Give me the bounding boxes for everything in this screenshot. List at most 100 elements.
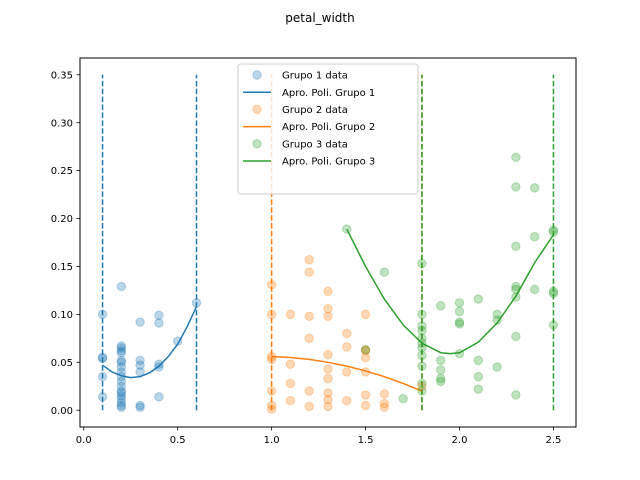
data-point — [417, 338, 427, 348]
data-point — [323, 401, 333, 412]
legend-label: Grupo 3 data — [282, 139, 348, 150]
y-tick-label: 0.05 — [51, 358, 73, 369]
data-point — [529, 284, 540, 295]
data-point — [360, 390, 371, 400]
data-point — [473, 294, 484, 304]
data-point — [97, 392, 108, 402]
data-point — [511, 331, 521, 342]
y-tick-label: 0.10 — [51, 310, 73, 321]
data-point — [492, 309, 502, 320]
data-point — [492, 315, 502, 325]
data-point — [436, 355, 446, 366]
data-point — [135, 402, 145, 413]
data-point — [323, 286, 333, 297]
data-point — [529, 183, 540, 193]
data-point — [266, 386, 277, 396]
data-point — [360, 346, 371, 356]
chart-title: petal_width — [285, 11, 354, 25]
data-point — [454, 348, 465, 359]
data-point — [379, 398, 390, 409]
legend-marker — [252, 104, 262, 115]
data-point — [379, 267, 390, 277]
data-point — [454, 319, 465, 329]
data-point — [116, 402, 127, 413]
data-point — [304, 386, 314, 396]
y-tick-label: 0.20 — [51, 214, 73, 225]
data-point — [360, 309, 371, 320]
y-tick-label: 0.35 — [51, 70, 73, 81]
data-point — [97, 371, 108, 382]
fit-curve — [346, 228, 555, 355]
plot-frame — [79, 57, 577, 428]
data-point — [304, 401, 314, 412]
data-point — [266, 404, 277, 414]
data-point — [135, 317, 145, 327]
data-point — [154, 318, 164, 328]
data-point — [116, 386, 127, 396]
data-point — [116, 281, 127, 292]
data-point — [97, 352, 108, 363]
data-point — [417, 258, 427, 269]
data-point — [417, 361, 427, 371]
data-point — [116, 388, 127, 398]
data-point — [116, 362, 127, 372]
data-point — [548, 288, 559, 298]
y-tick-label: 0.30 — [51, 118, 73, 129]
data-point — [323, 349, 333, 360]
data-point — [285, 378, 296, 389]
x-axis: 0.0 0.5 1.0 1.5 2.0 2.5 — [76, 427, 562, 446]
data-point — [116, 397, 127, 408]
data-point — [323, 311, 333, 321]
data-point — [154, 359, 164, 369]
data-point — [266, 351, 277, 362]
legend-label: Grupo 1 data — [282, 71, 348, 82]
data-point — [360, 400, 371, 411]
data-point — [323, 388, 333, 398]
data-point — [116, 357, 127, 368]
data-point — [97, 309, 108, 320]
data-point — [116, 381, 127, 391]
legend-label: Apro. Poli. Grupo 3 — [282, 157, 375, 168]
data-point — [304, 333, 314, 344]
data-point — [548, 286, 559, 297]
data-point — [116, 367, 127, 377]
legend-marker — [252, 70, 262, 80]
data-point — [97, 353, 108, 364]
x-tick-label: 0.0 — [76, 435, 92, 446]
data-point — [323, 394, 333, 405]
data-point — [116, 394, 127, 404]
data-point — [379, 402, 390, 413]
legend-marker — [252, 139, 262, 149]
data-point — [511, 281, 521, 292]
data-point — [342, 367, 352, 377]
legend-box — [237, 63, 419, 195]
data-point — [285, 309, 296, 320]
y-axis: 0.00 0.05 0.10 0.15 0.20 0.25 0.30 0.35 — [51, 70, 80, 417]
x-tick-label: 2.0 — [452, 435, 468, 446]
x-tick-label: 2.5 — [546, 435, 562, 446]
data-point — [360, 345, 371, 355]
data-point — [266, 400, 277, 411]
data-point — [172, 336, 183, 346]
data-point — [398, 394, 408, 404]
data-point — [473, 355, 484, 366]
data-point — [323, 364, 333, 374]
fit-curves — [102, 228, 555, 392]
legend-label: Grupo 2 data — [282, 105, 348, 116]
x-tick-label: 1.5 — [358, 435, 374, 446]
data-point — [548, 225, 559, 235]
data-point — [304, 311, 314, 321]
data-point — [342, 224, 352, 234]
data-point — [417, 386, 427, 396]
data-point — [548, 320, 559, 330]
data-point — [454, 306, 465, 317]
data-point — [417, 309, 427, 320]
data-point — [135, 355, 145, 366]
data-point — [417, 325, 427, 336]
data-point — [548, 227, 559, 237]
y-tick-label: 0.25 — [51, 166, 73, 177]
y-tick-label: 0.00 — [51, 406, 73, 417]
data-point — [360, 367, 371, 377]
legend: Grupo 1 data Apro. Poli. Grupo 1 Grupo 2 d… — [237, 63, 419, 195]
